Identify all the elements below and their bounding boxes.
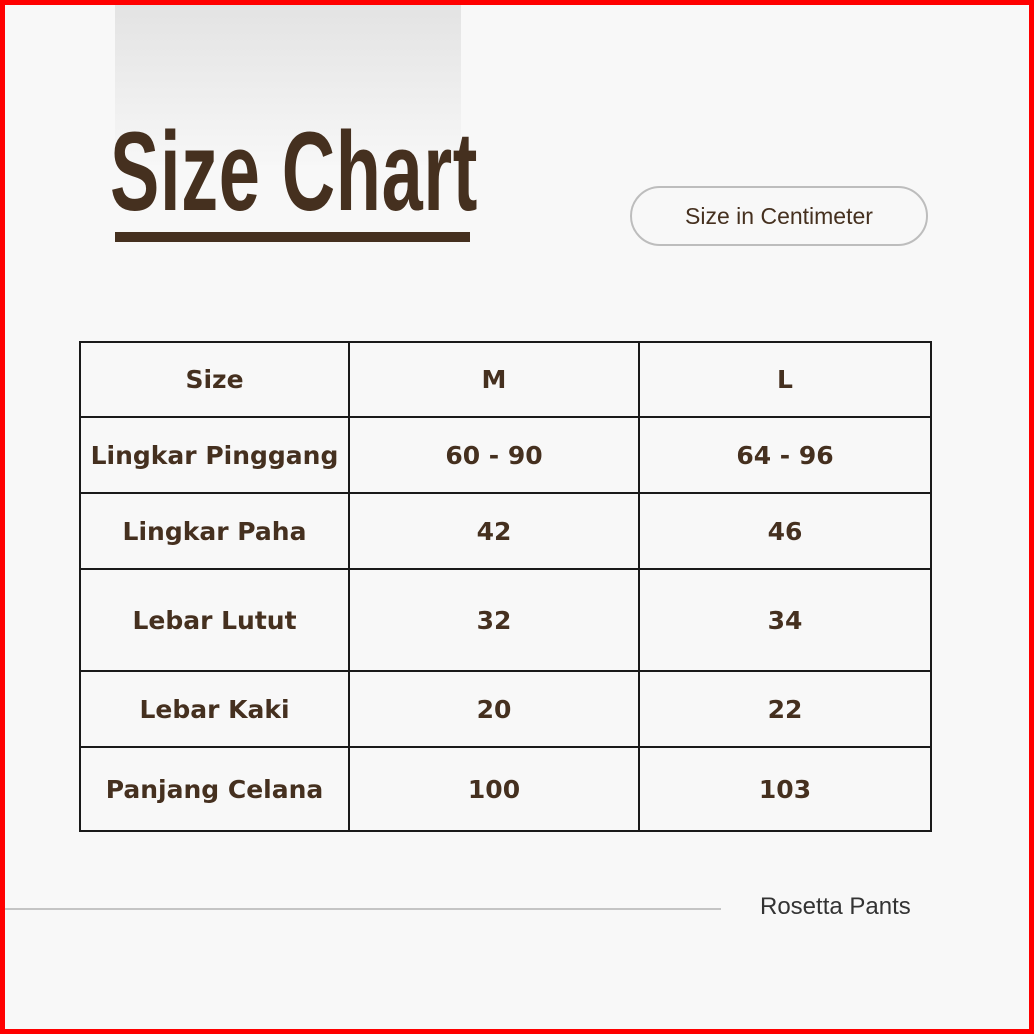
page-title: Size Chart bbox=[110, 109, 479, 234]
table-cell: 32 bbox=[348, 568, 640, 672]
table-cell: 20 bbox=[348, 670, 640, 748]
unit-badge: Size in Centimeter bbox=[630, 186, 928, 246]
footer-divider bbox=[5, 908, 721, 910]
table-cell: 64 - 96 bbox=[638, 416, 932, 494]
table-cell: 103 bbox=[638, 746, 932, 832]
row-label: Lingkar Paha bbox=[79, 492, 350, 570]
row-label: Panjang Celana bbox=[79, 746, 350, 832]
header-cell: Size bbox=[79, 341, 350, 418]
table-row: Lebar Lutut 32 34 bbox=[79, 568, 932, 672]
table-cell: 42 bbox=[348, 492, 640, 570]
table-row: Lingkar Pinggang 60 - 90 64 - 96 bbox=[79, 416, 932, 494]
header-cell: M bbox=[348, 341, 640, 418]
table-row: Lingkar Paha 42 46 bbox=[79, 492, 932, 570]
table-header-row: Size M L bbox=[79, 341, 932, 418]
row-label: Lingkar Pinggang bbox=[79, 416, 350, 494]
header-cell: L bbox=[638, 341, 932, 418]
table-row: Panjang Celana 100 103 bbox=[79, 746, 932, 832]
title-backdrop bbox=[115, 5, 461, 165]
table-row: Lebar Kaki 20 22 bbox=[79, 670, 932, 748]
product-name: Rosetta Pants bbox=[760, 893, 911, 920]
table-cell: 34 bbox=[638, 568, 932, 672]
title-underline bbox=[115, 232, 470, 242]
table-cell: 100 bbox=[348, 746, 640, 832]
table-cell: 22 bbox=[638, 670, 932, 748]
size-table: Size M L Lingkar Pinggang 60 - 90 64 - 9… bbox=[79, 341, 932, 832]
row-label: Lebar Kaki bbox=[79, 670, 350, 748]
table-cell: 46 bbox=[638, 492, 932, 570]
row-label: Lebar Lutut bbox=[79, 568, 350, 672]
unit-badge-label: Size in Centimeter bbox=[685, 202, 873, 229]
table-cell: 60 - 90 bbox=[348, 416, 640, 494]
